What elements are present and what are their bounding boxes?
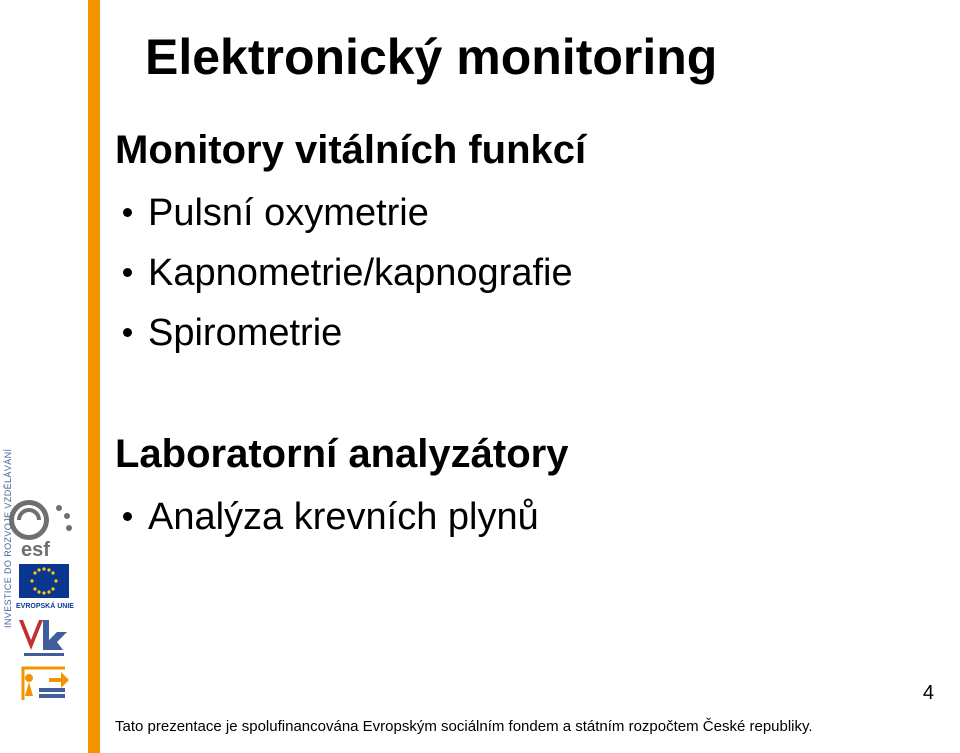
sidebar-logos: esf EVROPSKÁ UNIE: [1, 498, 87, 708]
section2-heading: Laboratorní analyzátory: [115, 432, 568, 477]
esf-label: esf: [21, 539, 50, 561]
bullet-item: Pulsní oxymetrie: [115, 192, 429, 235]
op-logo-icon: [23, 668, 69, 700]
esf-logo-icon: esf: [9, 500, 72, 561]
section1-heading: Monitory vitálních funkcí: [115, 128, 586, 173]
bullet-text: Spirometrie: [148, 312, 342, 354]
bullet-item: Spirometrie: [115, 312, 342, 355]
slide-title: Elektronický monitoring: [145, 28, 717, 86]
bullet-item: Analýza krevních plynů: [115, 496, 539, 539]
bullet-dot-icon: [123, 512, 132, 521]
bullet-text: Kapnometrie/kapnografie: [148, 252, 573, 294]
bullet-item: Kapnometrie/kapnografie: [115, 252, 573, 295]
bullet-dot-icon: [123, 268, 132, 277]
msmt-logo-icon: [19, 620, 67, 656]
bullet-dot-icon: [123, 328, 132, 337]
eu-flag-icon: EVROPSKÁ UNIE: [16, 564, 74, 610]
footer-text: Tato prezentace je spolufinancována Evro…: [115, 718, 813, 735]
bullet-text: Pulsní oxymetrie: [148, 192, 429, 234]
bullet-text: Analýza krevních plynů: [148, 496, 539, 538]
eu-label: EVROPSKÁ UNIE: [16, 601, 74, 610]
accent-bar: [88, 0, 100, 753]
bullet-dot-icon: [123, 208, 132, 217]
page-number: 4: [923, 682, 934, 705]
